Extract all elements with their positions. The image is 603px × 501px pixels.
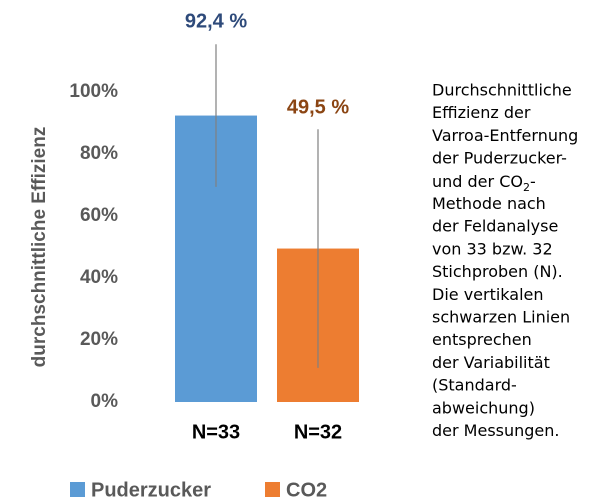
caption-line: (Standard- — [432, 376, 517, 395]
caption-line: der Feldanalyse — [432, 217, 558, 236]
y-tick-label: 20% — [80, 329, 118, 350]
y-tick-label: 0% — [91, 391, 119, 412]
value-label: 49,5 % — [287, 96, 349, 118]
caption-text: - — [530, 171, 536, 190]
caption-line: schwarzen Linien — [432, 308, 570, 327]
y-tick-label: 60% — [80, 205, 118, 226]
caption-subscript: 2 — [523, 181, 530, 194]
y-tick-label: 100% — [69, 81, 118, 102]
legend-swatch — [70, 482, 85, 497]
caption-text: und der CO — [432, 171, 523, 190]
caption-line: von 33 bzw. 32 — [432, 239, 553, 258]
y-tick-label: 40% — [80, 267, 118, 288]
legend-label: CO2 — [286, 479, 327, 501]
caption-line: der Variabilität — [432, 353, 550, 372]
y-axis-label: durchschnittliche Effizienz — [29, 127, 50, 368]
caption-line: abweichung) — [432, 398, 535, 417]
value-label: 92,4 % — [185, 10, 247, 32]
legend-swatch — [265, 482, 280, 497]
legend-label: Puderzucker — [91, 479, 211, 501]
caption-line: entsprechen — [432, 330, 532, 349]
caption-line: der Messungen. — [432, 421, 560, 440]
caption-line: und der CO2- — [432, 171, 536, 194]
caption-line: Die vertikalen — [432, 285, 544, 304]
caption-line: der Puderzucker- — [432, 149, 567, 168]
caption-line: Durchschnittliche — [432, 81, 572, 100]
x-tick-label: N=33 — [192, 421, 240, 443]
caption-line: Effizienz der — [432, 103, 531, 122]
caption-line: Methode nach — [432, 194, 546, 213]
caption-line: Stichproben (N). — [432, 262, 563, 281]
x-tick-label: N=32 — [294, 421, 342, 443]
caption-line: Varroa-Entfernung — [432, 126, 578, 145]
y-tick-label: 80% — [80, 143, 118, 164]
